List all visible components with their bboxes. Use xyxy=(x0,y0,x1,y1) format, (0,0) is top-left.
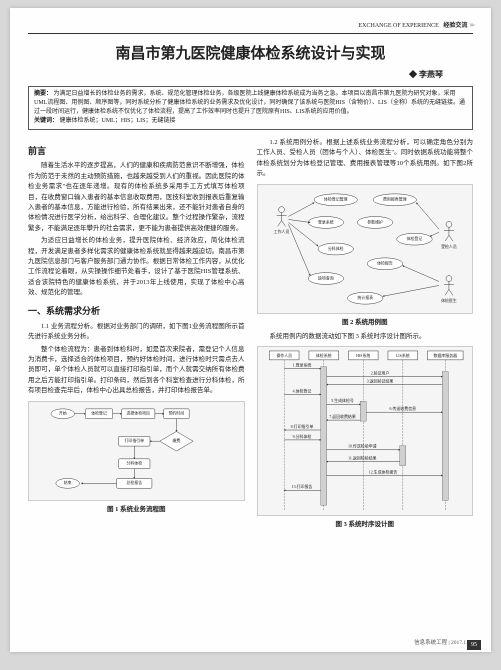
sec1-2-text: 1.2 系统用例分析。根据上述系统业务流程分析，可以确定角色分别为工作人员、受检… xyxy=(257,138,474,180)
actor-1: 工作人员 xyxy=(273,206,289,234)
svg-text:受检人员: 受检人员 xyxy=(441,243,457,248)
usecase-svg: 工作人员 受检人员 体检医生 体检登记管理 费用报表管理 登录系统 参数维护 xyxy=(258,185,473,313)
header-section: EXCHANGE OF EXPERIENCE 经验交流 >>> xyxy=(358,20,473,29)
body-columns: 前言 随着生活水平的逐步提高，人们的健康和疾病防范意识不断增强，体检作为防范于未… xyxy=(28,138,473,531)
svg-text:分科体检: 分科体检 xyxy=(126,460,142,465)
svg-text:体检报告: 体检报告 xyxy=(377,260,393,265)
svg-text:1.登录系统: 1.登录系统 xyxy=(292,363,311,368)
svg-text:统计报表: 统计报表 xyxy=(357,295,373,300)
svg-text:登录系统: 登录系统 xyxy=(318,219,334,224)
flowchart-svg: 开始 体检登记 选择体检项目 预约时间 缴费 打印指引单 分科体检 总检报告 结… xyxy=(29,402,244,500)
svg-text:LIS系统: LIS系统 xyxy=(395,353,409,358)
page: EXCHANGE OF EXPERIENCE 经验交流 >>> 南昌市第九医院健… xyxy=(10,8,491,652)
preface-p2: 为适应日益增长的体检业务，提升医院体检、经济效应，简化体检流程，开发满足患者多样… xyxy=(28,236,245,298)
svg-text:预约时间: 预约时间 xyxy=(169,410,185,415)
svg-text:体检系统: 体检系统 xyxy=(315,353,331,358)
sec1-heading: 一、系统需求分析 xyxy=(28,304,245,318)
chevron-icon: >>> xyxy=(469,23,473,29)
svg-text:数据库服务器: 数据库服务器 xyxy=(433,353,457,358)
svg-text:操作人员: 操作人员 xyxy=(276,353,292,358)
svg-text:结束: 结束 xyxy=(64,480,72,485)
actor-3: 体检医生 xyxy=(441,275,457,303)
svg-text:5.生成体检号: 5.生成体检号 xyxy=(331,399,354,404)
svg-text:2.验证用户: 2.验证用户 xyxy=(370,371,389,376)
svg-text:体检登记管理: 体检登记管理 xyxy=(323,196,347,201)
preface-p1: 随着生活水平的逐步提高，人们的健康和疾病防范意识不断增强，体检作为防范于未然的主… xyxy=(28,161,245,234)
fig3-caption: 图 3 系统时序设计图 xyxy=(257,520,474,530)
keywords-label: 关键词： xyxy=(34,118,58,124)
svg-text:工作人员: 工作人员 xyxy=(273,229,289,234)
page-number: 95 xyxy=(467,640,481,650)
author: ◆ 李燕琴 xyxy=(28,69,473,80)
footer-journal: 信息系统工程 xyxy=(414,640,447,646)
figure-3: 操作人员 体检系统 HIS系统 LIS系统 数据库服务器 xyxy=(257,346,474,516)
section-cn: 经验交流 xyxy=(443,23,467,29)
header-bar: EXCHANGE OF EXPERIENCE 经验交流 >>> xyxy=(28,20,473,34)
abstract-box: 摘要： 为满足日益增长的体检业务的需求，系统、规范化管理体检业务，各级医院上线健… xyxy=(28,86,473,130)
svg-text:11.返回检验结果: 11.返回检验结果 xyxy=(348,456,376,461)
svg-text:分科体检: 分科体检 xyxy=(327,245,343,250)
svg-text:10.传送检验申请: 10.传送检验申请 xyxy=(348,444,377,449)
svg-text:7.返回收费结果: 7.返回收费结果 xyxy=(329,414,356,419)
svg-text:6.传送收费信息: 6.传送收费信息 xyxy=(389,407,416,412)
seq-participants: 操作人员 体检系统 HIS系统 LIS系统 数据库服务器 xyxy=(269,351,463,360)
sec1-1-text: 1.1 业务流程分析。根据对业务部门的调研，如下图1业务流程图所示首先进行系统业… xyxy=(28,322,245,343)
svg-text:参数维护: 参数维护 xyxy=(367,219,383,224)
sequence-svg: 操作人员 体检系统 HIS系统 LIS系统 数据库服务器 xyxy=(258,347,473,515)
figure-2: 工作人员 受检人员 体检医生 体检登记管理 费用报表管理 登录系统 参数维护 xyxy=(257,184,474,314)
page-title: 南昌市第九医院健康体检系统设计与实现 xyxy=(28,42,473,63)
svg-text:8.打印指引单: 8.打印指引单 xyxy=(290,424,313,429)
svg-text:体检登记: 体检登记 xyxy=(91,410,107,415)
svg-text:体检登记: 体检登记 xyxy=(406,236,422,241)
svg-text:12.生成体检报告: 12.生成体检报告 xyxy=(368,470,397,475)
abstract-text: 摘要： 为满足日益增长的体检业务的需求，系统、规范化管理体检业务，各级医院上线健… xyxy=(34,90,467,117)
abstract-label: 摘要： xyxy=(34,91,52,97)
sec1-1b-text: 整个体检流程为：患者到体检科时，如是首次来院者，需登记个人信息为消费卡，选择适合… xyxy=(28,345,245,397)
svg-text:体检医生: 体检医生 xyxy=(441,298,457,303)
keywords-text: 关键词： 健康体检系统；UML；HIS；LIS；无缝链接 xyxy=(34,117,467,126)
section-en: EXCHANGE OF EXPERIENCE xyxy=(358,23,438,29)
svg-text:费用报表管理: 费用报表管理 xyxy=(383,196,407,201)
left-column: 前言 随着生活水平的逐步提高，人们的健康和疾病防范意识不断增强，体检作为防范于未… xyxy=(28,138,245,531)
right-column: 1.2 系统用例分析。根据上述系统业务流程分析，可以确定角色分别为工作人员、受检… xyxy=(257,138,474,531)
preface-heading: 前言 xyxy=(28,144,245,158)
svg-text:4.体检登记: 4.体检登记 xyxy=(292,389,311,394)
svg-text:打印指引单: 打印指引单 xyxy=(125,438,145,443)
svg-text:选择体检项目: 选择体检项目 xyxy=(126,410,150,415)
seq-intro: 系统用例内的数据流动如下图 3 系统时序设计图所示。 xyxy=(257,332,474,342)
footer: 信息系统工程 | 2017.1.20 xyxy=(414,638,473,646)
svg-text:缴费: 缴费 xyxy=(173,438,181,443)
svg-text:HIS系统: HIS系统 xyxy=(356,353,370,358)
svg-text:9.分科体检: 9.分科体检 xyxy=(292,434,311,439)
svg-text:开始: 开始 xyxy=(59,410,67,415)
fig1-caption: 图 1 系统业务流程图 xyxy=(28,505,245,515)
svg-text:总检报告: 总检报告 xyxy=(126,480,142,485)
svg-text:缺项查询: 缺项查询 xyxy=(318,275,334,280)
svg-text:3.返回验证结果: 3.返回验证结果 xyxy=(366,379,393,384)
fig2-caption: 图 2 系统用例图 xyxy=(257,318,474,328)
actor-2: 受检人员 xyxy=(441,221,457,249)
svg-text:13.打印报告: 13.打印报告 xyxy=(291,485,312,490)
figure-1: 开始 体检登记 选择体检项目 预约时间 缴费 打印指引单 分科体检 总检报告 结… xyxy=(28,401,245,501)
